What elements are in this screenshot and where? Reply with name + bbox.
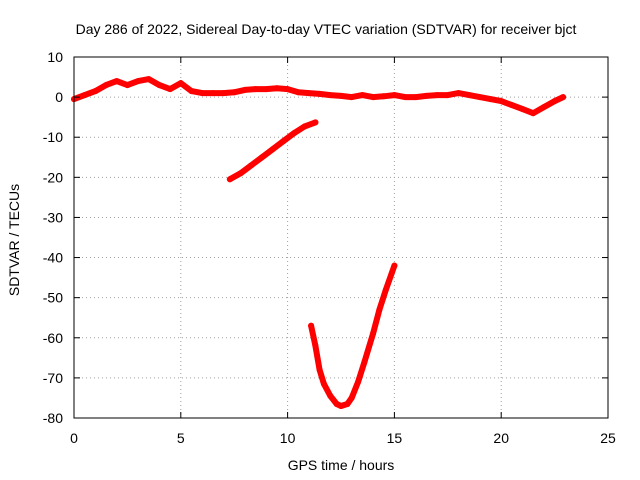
- y-tick-label: 0: [55, 89, 63, 105]
- data-point: [312, 342, 319, 349]
- data-point: [280, 138, 287, 145]
- data-point: [338, 92, 344, 99]
- data-point: [220, 90, 227, 97]
- data-point: [237, 170, 244, 177]
- data-point: [124, 82, 131, 89]
- data-point: [231, 89, 238, 96]
- data-point: [487, 96, 494, 103]
- data-point: [316, 90, 323, 97]
- data-point: [338, 403, 344, 409]
- x-tick-label: 10: [280, 430, 296, 446]
- y-tick-label: -50: [43, 290, 63, 306]
- data-point: [476, 94, 483, 101]
- data-point: [209, 90, 216, 97]
- data-point: [530, 110, 537, 117]
- plot-frame: [73, 56, 609, 419]
- data-point: [241, 86, 248, 93]
- data-point: [320, 380, 327, 387]
- data-point: [306, 90, 312, 97]
- data-point: [498, 98, 505, 105]
- data-point: [248, 162, 255, 169]
- x-tick-label: 25: [600, 430, 616, 446]
- y-tick-label: 10: [47, 49, 63, 65]
- data-point: [423, 92, 430, 99]
- data-point: [344, 401, 351, 407]
- data-point: [434, 92, 441, 99]
- y-tick-label: -60: [43, 330, 63, 346]
- data-point: [391, 92, 398, 99]
- data-point: [81, 92, 88, 99]
- y-tick-label: -30: [43, 209, 63, 225]
- data-point: [301, 123, 308, 130]
- data-point: [540, 104, 547, 111]
- data-point: [355, 378, 362, 385]
- data-point: [263, 86, 270, 93]
- data-point: [103, 82, 109, 89]
- data-point: [145, 76, 152, 83]
- data-point: [252, 86, 259, 93]
- data-point: [376, 306, 383, 313]
- data-point: [551, 98, 558, 105]
- y-tick-label: -80: [43, 410, 63, 426]
- data-point: [402, 94, 409, 101]
- data-point: [226, 176, 233, 183]
- data-point: [269, 146, 276, 153]
- data-point: [295, 89, 302, 96]
- data-point: [273, 85, 280, 92]
- data-point: [316, 366, 323, 373]
- data-point: [167, 86, 174, 93]
- data-point: [177, 80, 184, 87]
- data-point: [508, 102, 515, 109]
- data-point: [327, 392, 334, 399]
- data-point: [135, 78, 142, 85]
- data-point: [284, 86, 291, 93]
- x-tick-label: 15: [387, 430, 403, 446]
- data-point: [348, 94, 355, 101]
- data-point: [519, 106, 526, 113]
- data-point: [291, 130, 297, 137]
- data-point: [312, 119, 319, 126]
- x-tick-label: 20: [493, 430, 509, 446]
- data-point: [560, 94, 567, 101]
- y-tick-labels: 10 0 -10 -20 -30 -40 -50 -60 -70 -80: [43, 49, 63, 426]
- data-point: [359, 92, 366, 99]
- y-axis-title: SDTVAR / TECUs: [6, 184, 22, 296]
- data-point: [113, 78, 120, 85]
- data-point: [199, 90, 206, 97]
- chart-title: Day 286 of 2022, Sidereal Day-to-day VTE…: [76, 21, 577, 37]
- data-point: [348, 394, 355, 401]
- x-tick-label: 5: [177, 430, 185, 446]
- data-point: [188, 88, 195, 95]
- data-point: [361, 358, 368, 365]
- data-point: [444, 92, 451, 99]
- data-series: [71, 76, 567, 409]
- x-tick-label: 0: [70, 430, 78, 446]
- y-tick-label: -70: [43, 370, 63, 386]
- data-point: [391, 262, 398, 269]
- x-tick-labels: 0 5 10 15 20 25: [70, 430, 616, 446]
- x-axis-title: GPS time / hours: [288, 457, 395, 473]
- data-point: [466, 92, 473, 99]
- data-point: [412, 94, 419, 101]
- data-point: [156, 82, 163, 89]
- axis-ticks: [73, 56, 609, 419]
- y-tick-label: -40: [43, 250, 63, 266]
- y-tick-label: -10: [43, 129, 63, 145]
- data-point: [308, 322, 315, 329]
- data-point: [370, 94, 376, 101]
- data-point: [92, 88, 99, 95]
- data-point: [327, 92, 334, 99]
- data-point: [382, 286, 389, 293]
- grid-lines: [74, 57, 608, 418]
- data-point: [380, 93, 387, 100]
- data-point: [370, 330, 376, 337]
- data-point: [259, 154, 265, 161]
- y-tick-label: -20: [43, 169, 63, 185]
- data-point: [455, 90, 462, 97]
